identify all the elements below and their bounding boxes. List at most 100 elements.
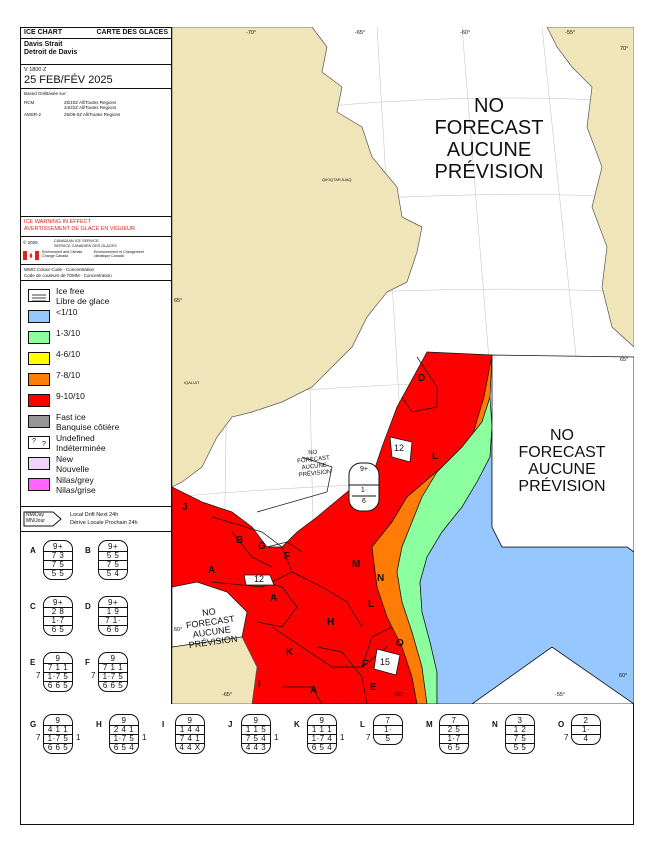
egg-separator [44, 672, 72, 673]
drift-value: 12 [394, 443, 405, 453]
egg-separator [374, 734, 402, 735]
region-letter: L [368, 599, 375, 610]
egg-separator [572, 725, 600, 726]
egg-value: 2 8 [51, 607, 65, 616]
egg-separator [506, 734, 534, 735]
legend-item: 1-3/10 [28, 328, 168, 349]
region-letter: N [377, 573, 385, 584]
source-amsr: AMSR-2 25/06-0Z All/Toutes Regions [24, 111, 121, 117]
egg-separator [242, 725, 270, 726]
egg-side-value: 7 [36, 671, 41, 680]
egg-id: C [30, 602, 36, 611]
legend-label: Ice free Libre de glace [56, 286, 110, 306]
wmo-row: WMO Colour Code - Concentration Code de … [20, 265, 172, 281]
region-fr: Detroit de Davis [24, 49, 78, 56]
egg-separator [44, 569, 72, 570]
egg-value: 5 5 [51, 569, 65, 578]
egg-value: 1·7 [447, 734, 461, 743]
region-letter: I [258, 679, 261, 690]
egg-separator [99, 663, 127, 664]
legend-label: Fast ice Banquise côtière [56, 412, 120, 432]
egg-separator [242, 743, 270, 744]
egg-value: 1 9 [106, 607, 120, 616]
wmo-en: WMO Colour Code - Concentration [24, 267, 95, 272]
egg-value: 2 4 1 [113, 725, 135, 734]
egg-value: 4 1 1 [47, 725, 69, 734]
egg-separator [110, 743, 138, 744]
egg-separator [99, 625, 127, 626]
drift-arrows [243, 436, 413, 676]
egg-value: 1·7 5 [47, 672, 69, 681]
egg-id: J [228, 720, 233, 729]
egg-value: 4 [583, 734, 589, 743]
region-letter: F [362, 659, 369, 670]
egg-separator [242, 734, 270, 735]
egg-value: 9+ [107, 598, 119, 607]
legend-item: 4-6/10 [28, 349, 168, 370]
egg-separator [176, 725, 204, 726]
egg-separator [110, 734, 138, 735]
egg-value: 6 6 [106, 625, 120, 634]
egg-value: 6 5 [51, 625, 65, 634]
egg-value: 5 5 [106, 551, 120, 560]
egg-value: 6 6 5 [47, 681, 69, 690]
egg-value: 1· [581, 725, 591, 734]
egg-value: 7 5 [106, 560, 120, 569]
egg-value: 1·7 4 [311, 734, 333, 743]
eccc-fr: Environnement et Changement climatique C… [94, 250, 144, 259]
region-letter: A [270, 593, 278, 604]
egg-value: 7 3 [51, 551, 65, 560]
egg-value: 7 1 1 [102, 663, 124, 672]
egg-separator [44, 734, 72, 735]
legend-swatch [28, 394, 50, 407]
egg-value: 1·7 5 [113, 734, 135, 743]
egg-separator [440, 725, 468, 726]
legend-swatch [28, 310, 50, 323]
egg-side-value: 7 [366, 733, 371, 742]
egg-separator [44, 725, 72, 726]
egg-value: 1· [383, 725, 393, 734]
region-letter: K [286, 647, 294, 658]
egg-id: G [30, 720, 37, 729]
legend-box: Ice free Libre de glace <1/10 1-3/10 4-6/10… [20, 281, 172, 507]
egg-value: 7 4 1 [179, 734, 201, 743]
egg-side-value: 1 [274, 733, 279, 742]
egg-separator [44, 681, 72, 682]
egg-value: 5 4 [106, 569, 120, 578]
egg-value: 1 4 4 [179, 725, 201, 734]
cis-fr: SERVICE CANADIEN DES GLACES [54, 244, 117, 248]
no-forecast-top: NO FORECAST AUCUNE PRÉVISION [434, 95, 544, 183]
sources-row: Based On/Basée sur: RCM 25/10Z All/Toute… [20, 89, 172, 217]
valid-time: V 1800 Z [24, 67, 47, 73]
egg-id: D [85, 602, 91, 611]
egg-separator [506, 743, 534, 744]
region-boundaries [211, 356, 438, 704]
lat-label: 65° [174, 298, 183, 304]
lat-label: 70° [620, 46, 629, 52]
region-letter: G [258, 541, 266, 552]
egg-value: 7 1 1 [47, 663, 69, 672]
egg-value: 9 [121, 716, 127, 725]
region-letter: A [208, 565, 216, 576]
egg-separator [308, 743, 336, 744]
egg-side-value: 1 [76, 733, 81, 742]
drift-arrow-icon [23, 511, 62, 527]
greenland [546, 27, 634, 348]
egg-value: 1·7 5 [47, 734, 69, 743]
map-egg-bottom: 1· [360, 487, 368, 494]
egg-value: 9 [55, 716, 61, 725]
egg-side-value: 7 [36, 733, 41, 742]
warning-en: ICE WARNING IN EFFECT [24, 219, 92, 225]
canada-flag-icon [23, 251, 39, 260]
lat-label: 65° [620, 357, 629, 363]
egg-value: 7 [385, 716, 391, 725]
egg-value: 9 [187, 716, 193, 725]
